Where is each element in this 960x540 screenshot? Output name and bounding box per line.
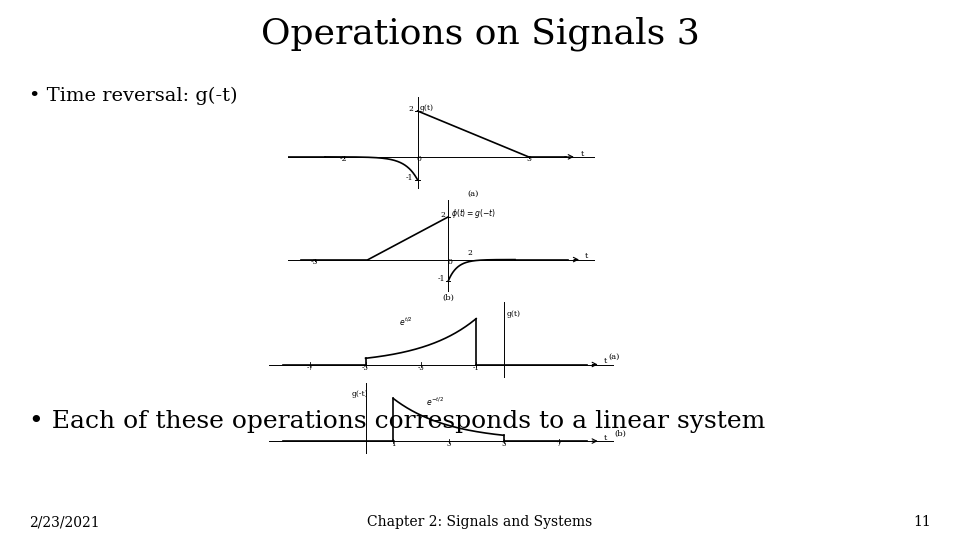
Text: 2: 2 <box>441 211 445 219</box>
Text: 2/23/2021: 2/23/2021 <box>29 515 100 529</box>
Text: (a): (a) <box>468 190 479 198</box>
Text: $\phi(t)=g(-t)$: $\phi(t)=g(-t)$ <box>451 207 495 220</box>
Text: g(t): g(t) <box>420 104 433 112</box>
Text: -1: -1 <box>438 275 445 283</box>
Text: Chapter 2: Signals and Systems: Chapter 2: Signals and Systems <box>368 515 592 529</box>
Text: 2: 2 <box>468 249 472 257</box>
Text: • Time reversal: g(-t): • Time reversal: g(-t) <box>29 86 237 105</box>
Text: 5: 5 <box>501 440 506 448</box>
Text: t: t <box>585 252 588 260</box>
Text: $e^{-t/2}$: $e^{-t/2}$ <box>426 396 444 408</box>
Text: 0: 0 <box>447 258 452 266</box>
Text: -3: -3 <box>418 364 424 372</box>
Text: (a): (a) <box>609 353 620 361</box>
Text: t: t <box>603 357 607 365</box>
Text: Operations on Signals 3: Operations on Signals 3 <box>260 16 700 51</box>
Text: • Each of these operations corresponds to a linear system: • Each of these operations corresponds t… <box>29 410 765 434</box>
Text: $e^{t/2}$: $e^{t/2}$ <box>398 315 413 328</box>
Text: t: t <box>581 150 584 158</box>
Text: -2: -2 <box>340 155 348 163</box>
Text: -1: -1 <box>472 364 480 372</box>
Text: 11: 11 <box>914 515 931 529</box>
Text: 3: 3 <box>526 155 531 163</box>
Text: -1: -1 <box>406 174 413 182</box>
Text: (b): (b) <box>614 430 626 438</box>
Text: -5: -5 <box>311 258 319 266</box>
Text: -5: -5 <box>362 364 369 372</box>
Text: 7: 7 <box>557 440 562 448</box>
Text: t: t <box>603 434 607 442</box>
Text: g(-t): g(-t) <box>351 390 369 398</box>
Text: 1: 1 <box>391 440 396 448</box>
Text: 0: 0 <box>417 155 421 163</box>
Text: 2: 2 <box>408 105 413 113</box>
Text: g(t): g(t) <box>507 310 520 318</box>
Text: -7: -7 <box>307 364 314 372</box>
Text: (b): (b) <box>443 294 454 302</box>
Text: 3: 3 <box>446 440 450 448</box>
